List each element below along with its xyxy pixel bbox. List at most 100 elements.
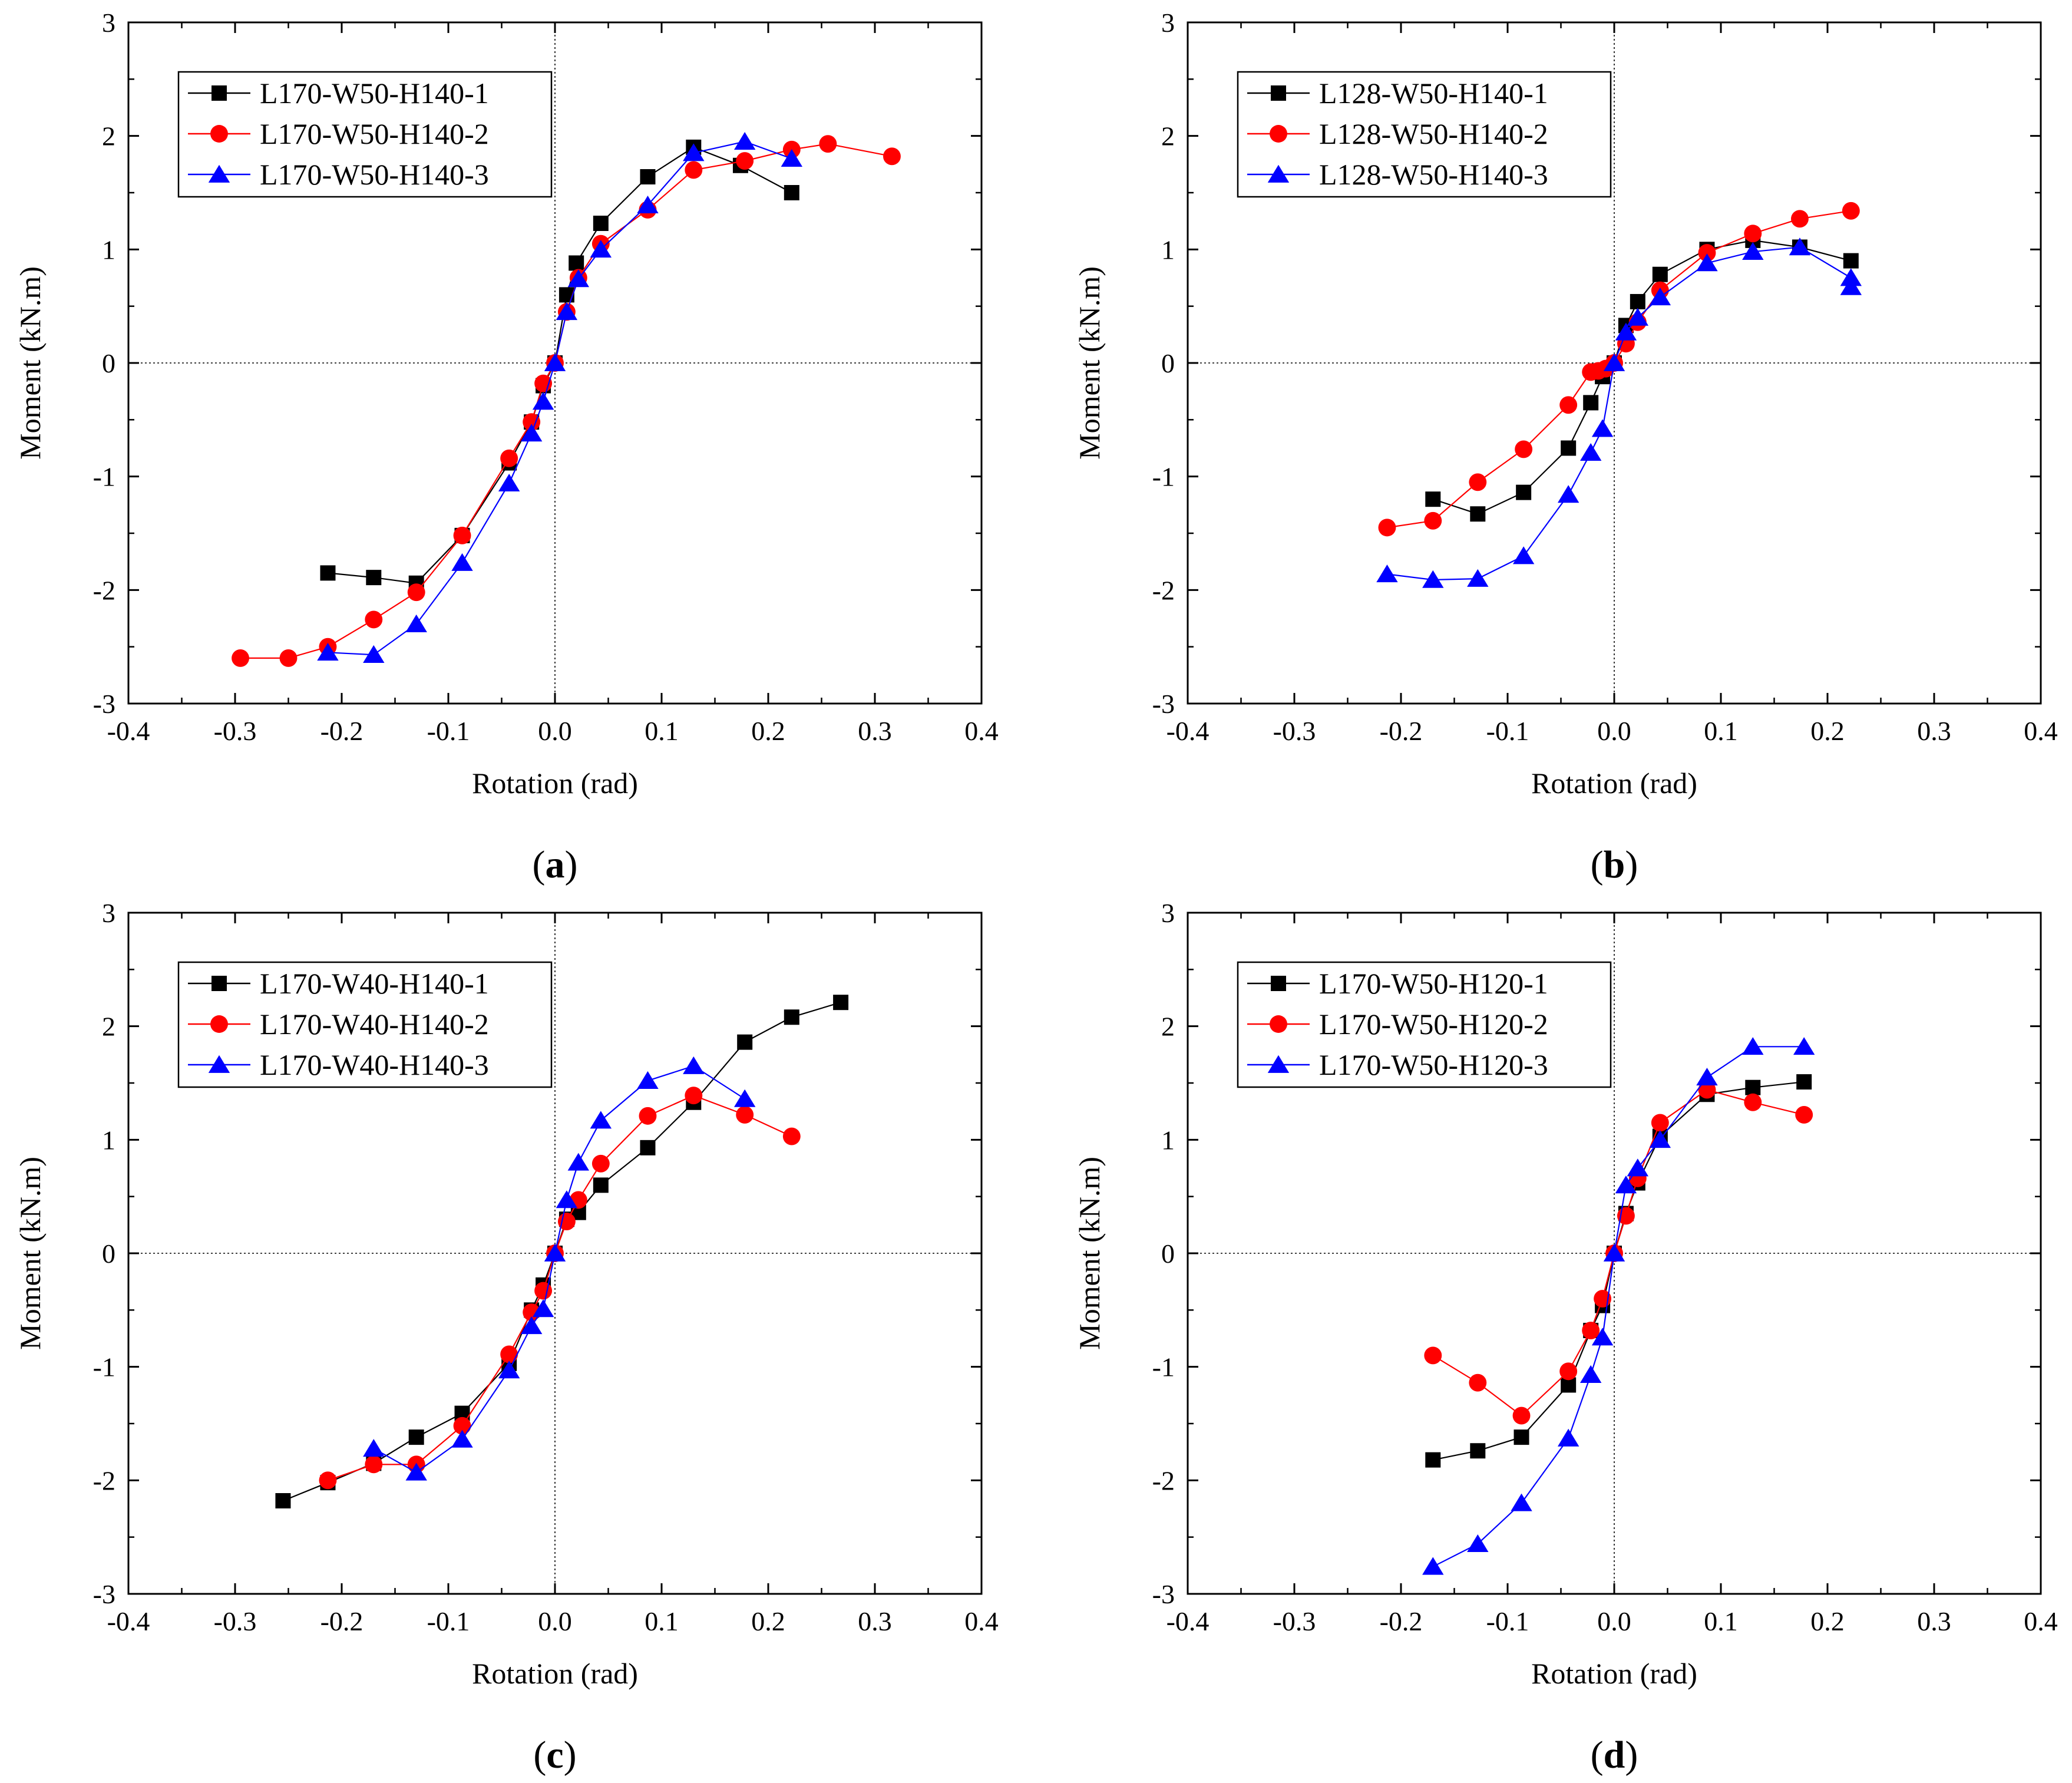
chart-panel-d: -0.4 -0.3 -0.2 -0.1 0.0 0.1 0.2 0.3 0.4 -3 -2 -1 0 1 2… <box>1073 898 2058 1777</box>
data-point <box>275 1493 291 1509</box>
data-point <box>1649 1130 1671 1148</box>
series-line <box>328 1095 792 1481</box>
data-point <box>591 1154 610 1173</box>
y-tick-label: 1 <box>102 235 115 265</box>
data-point <box>1652 266 1668 282</box>
x-tick-label: -0.1 <box>427 716 470 746</box>
data-point <box>1425 491 1441 507</box>
data-point <box>1744 1093 1762 1111</box>
data-point <box>365 610 383 629</box>
y-tick-label: 1 <box>102 1125 115 1155</box>
data-point <box>1615 1176 1637 1194</box>
y-tick-label: -2 <box>93 1465 115 1495</box>
series-line <box>328 141 792 656</box>
legend-marker <box>1267 164 1290 183</box>
y-tick-label: 0 <box>102 1239 115 1269</box>
data-point <box>1513 1429 1529 1445</box>
data-point <box>1630 293 1645 309</box>
legend-marker <box>208 1055 230 1073</box>
x-axis-title: Rotation (rad) <box>472 1657 638 1690</box>
y-axis-title: Moment (kN.m) <box>1073 266 1106 460</box>
x-tick-label: 0.2 <box>751 1606 785 1636</box>
data-point <box>363 1439 385 1457</box>
data-point <box>567 1153 590 1171</box>
panel-label-paren-open: ( <box>1591 843 1604 886</box>
data-point <box>819 135 837 153</box>
data-point <box>683 1056 705 1074</box>
data-point <box>1470 1443 1486 1459</box>
y-tick-label: 1 <box>1161 1125 1175 1155</box>
data-point <box>1744 224 1762 243</box>
legend: L170-W40-H140-1 L170-W40-H140-2 L170-W40-H… <box>177 961 553 1088</box>
data-point <box>498 1361 520 1379</box>
y-tick-label: 0 <box>102 348 115 378</box>
data-point <box>1467 569 1489 587</box>
data-point <box>640 1140 656 1155</box>
data-point <box>1469 1373 1487 1392</box>
legend-label: L170-W50-H120-1 <box>1319 967 1548 1000</box>
data-point <box>782 1127 801 1145</box>
x-tick-label: 0.3 <box>1917 716 1951 746</box>
data-point <box>544 1243 566 1262</box>
data-point <box>683 143 705 161</box>
data-point <box>556 1190 578 1209</box>
data-point <box>685 161 703 179</box>
data-point <box>453 526 471 544</box>
data-point <box>1793 1037 1815 1055</box>
legend-label: L170-W50-H120-2 <box>1319 1008 1548 1041</box>
series-L170-W50-H120-1 <box>1425 1074 1812 1468</box>
legend-marker <box>1271 85 1286 101</box>
x-tick-label: -0.2 <box>1380 1606 1423 1636</box>
y-tick-label: 3 <box>1161 8 1175 38</box>
data-point <box>1512 546 1535 564</box>
data-point <box>640 169 656 185</box>
y-axis-title: Moment (kN.m) <box>1073 1157 1106 1350</box>
y-tick-label: 3 <box>102 898 115 928</box>
series-L128-W50-H140-3 <box>1376 237 1862 588</box>
x-tick-label: -0.3 <box>214 716 257 746</box>
y-tick-label: -1 <box>93 1352 115 1382</box>
data-point <box>1467 1534 1489 1553</box>
x-tick-label: 0.4 <box>2024 716 2058 746</box>
data-point <box>590 1111 612 1129</box>
legend-marker <box>210 125 228 143</box>
y-tick-label: 2 <box>1161 1012 1175 1042</box>
data-point <box>1790 210 1809 228</box>
data-point <box>451 553 473 571</box>
data-point <box>232 649 249 667</box>
data-point <box>559 287 574 303</box>
y-tick-label: -1 <box>93 462 115 492</box>
x-tick-label: 0.0 <box>1597 716 1631 746</box>
data-point <box>1698 244 1716 262</box>
data-point <box>1424 511 1442 530</box>
data-point <box>639 1107 657 1125</box>
series-L170-W50-H140-2 <box>232 135 901 667</box>
chart-panel-a: -0.4 -0.3 -0.2 -0.1 0.0 0.1 0.2 0.3 0.4 -3 -2 -1 0 1 2… <box>14 8 999 886</box>
data-point <box>1424 1346 1442 1365</box>
data-point <box>500 449 518 467</box>
panel-label: (a) <box>533 843 578 886</box>
panel-label: (b) <box>1591 843 1638 886</box>
y-tick-label: -2 <box>1152 575 1175 605</box>
series-L170-W50-H120-3 <box>1422 1037 1815 1575</box>
x-tick-label: 0.4 <box>964 716 999 746</box>
panel-label-paren-open: ( <box>533 1734 546 1777</box>
data-point <box>1511 1493 1532 1511</box>
y-tick-label: -1 <box>1152 462 1175 492</box>
y-tick-label: -1 <box>1152 1352 1175 1382</box>
y-axis-title: Moment (kN.m) <box>14 1157 47 1350</box>
y-tick-label: -3 <box>1152 689 1175 719</box>
data-point <box>737 1034 753 1050</box>
legend-label: L170-W50-H140-3 <box>260 158 489 191</box>
data-point <box>1422 1557 1444 1575</box>
data-point <box>1557 1428 1579 1447</box>
x-tick-label: -0.2 <box>320 1606 363 1636</box>
y-tick-label: -2 <box>93 575 115 605</box>
panel-label-paren-close: ) <box>565 843 578 886</box>
data-point <box>1796 1074 1812 1090</box>
data-point <box>1742 242 1764 260</box>
x-tick-label: 0.1 <box>1704 716 1738 746</box>
data-point <box>733 1089 756 1107</box>
data-point <box>1603 353 1625 371</box>
